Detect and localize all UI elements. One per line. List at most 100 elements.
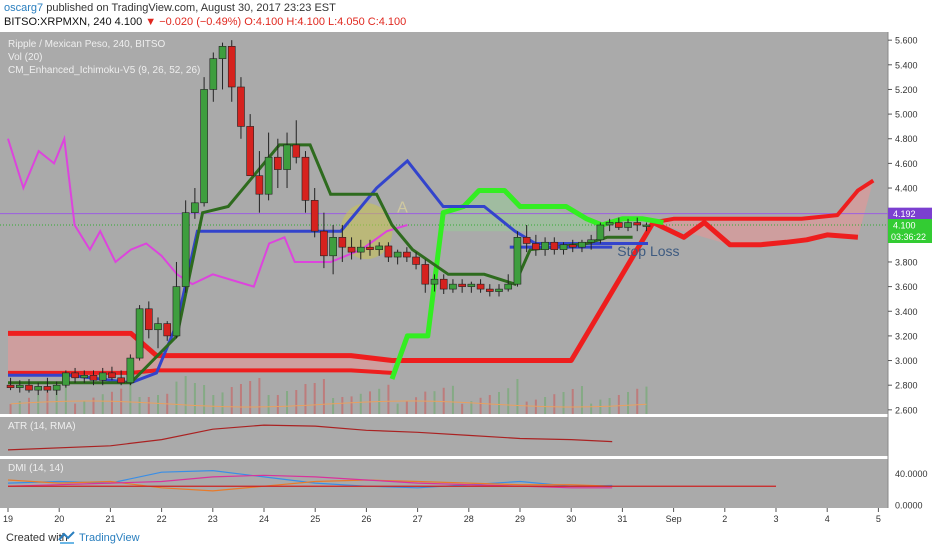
time-tick-label: 25 <box>310 514 320 524</box>
dmi-tick-label: 40.0000 <box>895 469 928 479</box>
candle <box>485 284 494 297</box>
volume-bar <box>46 391 49 414</box>
candle-body <box>25 384 33 391</box>
candle <box>541 237 549 256</box>
time-tick-label: 2 <box>722 514 727 524</box>
tradingview-brand[interactable]: TradingView <box>79 532 140 544</box>
candle-body <box>338 237 347 248</box>
time-tick-label: 22 <box>157 514 167 524</box>
volume-bar <box>304 384 307 414</box>
candle-body <box>412 256 420 265</box>
candle <box>200 77 208 207</box>
volume-bar <box>516 379 519 414</box>
candle <box>292 120 301 164</box>
time-axis-bg <box>0 508 932 526</box>
price-axis-bg <box>888 32 932 508</box>
candle-body <box>495 288 503 292</box>
candle <box>550 237 559 255</box>
candle-body <box>6 384 15 388</box>
candle <box>283 132 291 189</box>
candle-body <box>624 222 632 228</box>
chart-canvas[interactable]: A Stop Loss 5.600 5.400 5.200 5.000 4.800 4.600… <box>0 32 932 526</box>
volume-bar <box>332 398 335 414</box>
volume-bar <box>424 391 427 414</box>
volume-bar <box>276 395 279 414</box>
volume-bar <box>74 403 77 414</box>
atr-legend: ATR (14, RMA) <box>8 421 76 432</box>
volume-bar <box>470 401 473 414</box>
candle <box>80 370 89 383</box>
volume-bar <box>350 396 353 414</box>
candle-body <box>283 144 291 170</box>
candle <box>255 151 264 213</box>
candle <box>52 381 61 396</box>
candle-body <box>467 283 476 287</box>
candle-body <box>80 375 89 379</box>
price-tick-label: 3.800 <box>895 257 918 267</box>
candle <box>384 242 393 262</box>
volume-bar <box>451 385 454 414</box>
candle-body <box>596 224 605 241</box>
candle-body <box>89 375 98 381</box>
candle-body <box>532 243 540 250</box>
volume-bar <box>18 401 21 414</box>
price-tick-label: 2.800 <box>895 381 918 391</box>
candle-body <box>320 230 328 257</box>
candle <box>98 367 107 386</box>
volume-bar <box>359 393 362 414</box>
candle <box>587 234 595 250</box>
candle-body <box>356 246 365 253</box>
candle <box>568 239 577 253</box>
candle-body <box>403 251 411 258</box>
candle <box>338 225 347 262</box>
time-axis: 19 20 21 22 23 24 25 26 27 28 29 30 31 Sep 2 3 4 5 <box>3 508 881 524</box>
footer: Created with TradingView <box>0 526 932 550</box>
candle-body <box>200 89 208 204</box>
kijun-sen-line <box>8 143 633 385</box>
time-tick-label: 29 <box>515 514 525 524</box>
volume-bar <box>498 392 501 414</box>
volume-bars <box>9 376 648 414</box>
volume-bar <box>580 386 583 414</box>
candle <box>25 379 33 393</box>
candle-body <box>587 239 595 243</box>
candle <box>34 382 43 396</box>
kumo-cloud-bullish <box>443 190 602 232</box>
atr-pane-bg <box>0 417 888 456</box>
candle <box>62 370 70 388</box>
volume-bar <box>295 390 298 414</box>
volume-bar <box>562 392 565 414</box>
volume-bar <box>138 397 141 414</box>
dmi-legend: DMI (14, 14) <box>8 463 64 474</box>
candle <box>449 279 457 293</box>
candle-body <box>449 283 457 290</box>
senkou-span-b-line <box>8 220 859 363</box>
candle-body <box>439 278 448 290</box>
time-tick-label: 26 <box>361 514 371 524</box>
chart-legend-ichimoku: CM_Enhanced_Ichimoku-V5 (9, 26, 52, 26) <box>8 65 200 76</box>
volume-bar <box>286 391 289 414</box>
candle <box>237 77 245 139</box>
volume-bar <box>64 385 67 414</box>
candle <box>615 217 623 230</box>
candle <box>6 377 15 391</box>
candle <box>209 52 218 102</box>
time-tick-label: 3 <box>773 514 778 524</box>
candle-body <box>15 384 24 388</box>
time-tick-label: 24 <box>259 514 269 524</box>
candle-body <box>485 288 494 292</box>
volume-bar <box>461 403 464 414</box>
candle <box>633 217 642 232</box>
candle-body <box>264 156 273 195</box>
chart-header: oscarg7 published on TradingView.com, Au… <box>0 0 932 32</box>
volume-bar <box>27 397 30 414</box>
candle-body <box>218 46 227 59</box>
annotation-a-label: A <box>397 200 408 217</box>
candle-body <box>145 308 153 331</box>
time-tick-label: 21 <box>105 514 115 524</box>
candle <box>412 252 420 270</box>
candle <box>421 259 430 293</box>
created-with-label: Created with <box>6 532 68 544</box>
author-link[interactable]: oscarg7 <box>4 2 44 14</box>
candle <box>163 321 172 341</box>
